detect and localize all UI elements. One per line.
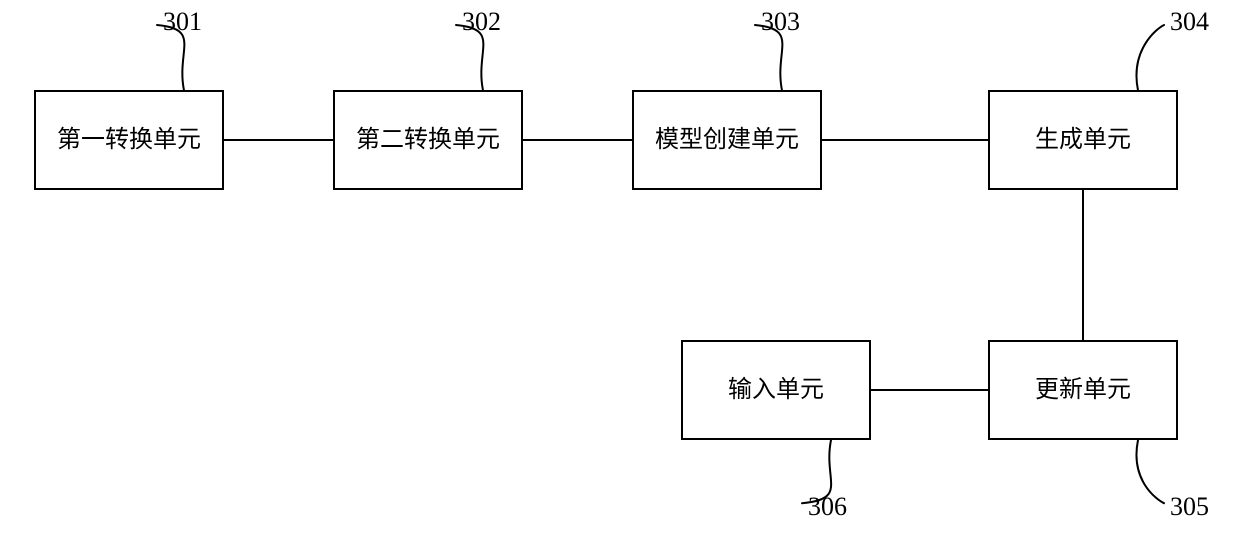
callout-label-305: 305: [1170, 492, 1209, 522]
callout-label-303: 303: [761, 7, 800, 37]
callout-label-302: 302: [462, 7, 501, 37]
node-n304: 生成单元: [988, 90, 1178, 190]
edge-n304-n305: [1082, 190, 1084, 340]
node-n301: 第一转换单元: [34, 90, 224, 190]
edge-n302-n303: [523, 139, 632, 141]
node-n303: 模型创建单元: [632, 90, 822, 190]
node-label: 第一转换单元: [57, 124, 201, 156]
node-label: 生成单元: [1035, 124, 1131, 156]
node-label: 模型创建单元: [655, 124, 799, 156]
node-n305: 更新单元: [988, 340, 1178, 440]
node-n306: 输入单元: [681, 340, 871, 440]
callout-label-306: 306: [808, 492, 847, 522]
edge-n303-n304: [822, 139, 988, 141]
diagram-canvas: 第一转换单元 第二转换单元 模型创建单元 生成单元更新单元 输入单元 301 302 303 3…: [0, 0, 1240, 536]
node-label: 输入单元: [728, 374, 824, 406]
node-n302: 第二转换单元: [333, 90, 523, 190]
node-label: 第二转换单元: [356, 124, 500, 156]
edge-n301-n302: [224, 139, 333, 141]
callout-label-304: 304: [1170, 7, 1209, 37]
callout-label-301: 301: [163, 7, 202, 37]
callout-curve-304: [1126, 21, 1168, 94]
callout-curve-305: [1126, 436, 1168, 507]
node-label: 更新单元: [1035, 374, 1131, 406]
edge-n306-n305: [871, 389, 988, 391]
